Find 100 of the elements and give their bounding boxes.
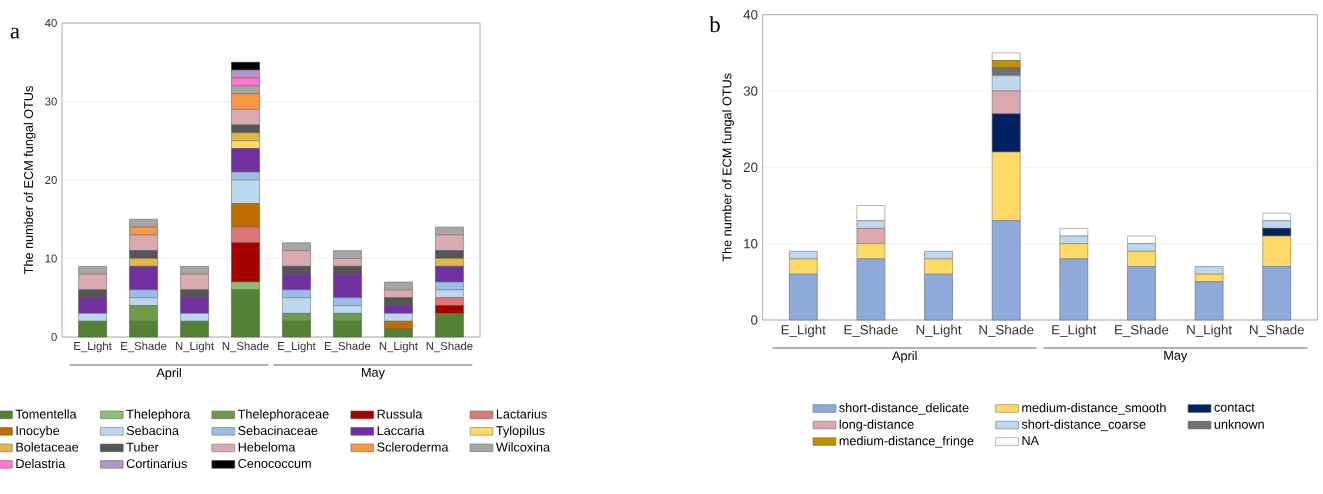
legend-label: NA bbox=[1022, 436, 1040, 445]
bar bbox=[1059, 258, 1089, 321]
y-tick-label: 10 bbox=[45, 254, 57, 263]
legend-label: Cortinarius bbox=[126, 458, 187, 469]
bar bbox=[180, 313, 209, 322]
bar bbox=[231, 242, 260, 283]
text: April bbox=[156, 367, 181, 380]
bar bbox=[924, 258, 953, 275]
bar bbox=[788, 273, 818, 321]
x-tick-label: N_Light bbox=[1187, 324, 1232, 338]
bar bbox=[1262, 212, 1292, 222]
x-tick-label: E_Light bbox=[781, 324, 826, 338]
chart-title: b bbox=[709, 16, 720, 33]
x-tick-label: N_Shade bbox=[426, 341, 473, 353]
bar bbox=[384, 320, 413, 330]
bar bbox=[1059, 243, 1089, 260]
legend-label: unknown bbox=[1214, 419, 1264, 429]
bar bbox=[435, 297, 464, 306]
legend-label: medium-distance_smooth bbox=[1022, 402, 1166, 415]
bar bbox=[991, 52, 1021, 61]
bar bbox=[129, 266, 158, 291]
y-tick-label: 20 bbox=[45, 176, 57, 185]
x-tick-label: E_Light bbox=[278, 341, 316, 353]
legend-label: Thelephora bbox=[126, 409, 191, 422]
bar bbox=[180, 297, 209, 314]
bar bbox=[924, 273, 953, 321]
x-tick-label: E_Light bbox=[74, 341, 112, 353]
bar bbox=[1127, 243, 1156, 252]
y-tick-label: 10 bbox=[744, 238, 758, 249]
y-tick-label: 40 bbox=[44, 19, 57, 28]
text: May bbox=[1164, 350, 1188, 363]
bar bbox=[1194, 266, 1224, 275]
bar bbox=[78, 266, 107, 275]
bar bbox=[856, 205, 886, 222]
legend-label: Hebeloma bbox=[238, 442, 296, 452]
legend-label: Lactarius bbox=[496, 409, 547, 419]
y-axis-title: The number of ECM fungal OTUs bbox=[722, 73, 734, 262]
legend-label: Tuber bbox=[126, 442, 159, 452]
bar bbox=[1194, 281, 1224, 321]
x-tick-label: E_Light bbox=[1052, 324, 1097, 338]
bar bbox=[384, 305, 413, 314]
bar bbox=[1059, 235, 1089, 245]
bar bbox=[384, 297, 413, 306]
bar bbox=[856, 228, 886, 245]
bar bbox=[991, 113, 1021, 153]
x-tick-label: N_Light bbox=[379, 341, 418, 353]
x-tick-label: N_Shade bbox=[222, 341, 269, 353]
bar bbox=[333, 273, 362, 299]
bar bbox=[1262, 266, 1292, 321]
y-tick-label: 30 bbox=[45, 97, 57, 106]
y-tick-label: 0 bbox=[51, 333, 57, 342]
bar bbox=[231, 148, 260, 173]
bar bbox=[78, 320, 107, 338]
legend-label: Delastria bbox=[16, 458, 66, 469]
bar bbox=[333, 250, 362, 259]
bar bbox=[435, 250, 464, 259]
x-tick-label: E_Shade bbox=[844, 324, 898, 338]
bar bbox=[282, 266, 311, 275]
bar bbox=[231, 124, 260, 134]
bar bbox=[129, 234, 158, 251]
legend-label: short-distance_delicate bbox=[839, 402, 969, 415]
bar bbox=[231, 109, 260, 126]
bar bbox=[180, 289, 209, 299]
bar bbox=[1262, 220, 1292, 229]
bar bbox=[78, 313, 107, 322]
bar bbox=[991, 67, 1021, 77]
bar bbox=[282, 242, 311, 251]
bar bbox=[1127, 250, 1156, 267]
bar bbox=[435, 313, 464, 338]
legend-label: Wilcoxina bbox=[495, 442, 551, 452]
y-tick-label: 40 bbox=[743, 9, 758, 20]
bar bbox=[384, 289, 413, 299]
bar bbox=[991, 75, 1021, 92]
bar bbox=[435, 305, 464, 314]
bar bbox=[129, 226, 158, 236]
y-tick-label: 0 bbox=[751, 315, 758, 325]
bar bbox=[384, 313, 413, 322]
legend-label: contact bbox=[1214, 403, 1255, 412]
bar bbox=[231, 203, 260, 228]
legend-label: Sebacina bbox=[126, 425, 179, 436]
bar bbox=[435, 226, 464, 236]
legend-label: Cenococcum bbox=[238, 458, 311, 468]
legend-label: medium-distance_fringe bbox=[839, 435, 974, 448]
x-tick-label: E_Shade bbox=[325, 341, 371, 353]
y-tick-label: 20 bbox=[743, 162, 758, 173]
bar bbox=[231, 69, 260, 79]
legend-label: Laccaria bbox=[377, 425, 425, 436]
legend-label: Tomentella bbox=[15, 409, 77, 419]
x-tick-label: N_Light bbox=[175, 341, 214, 353]
bar bbox=[180, 273, 209, 291]
legend-label: Scleroderma bbox=[377, 442, 449, 452]
legend-label: Russula bbox=[377, 409, 423, 419]
bar bbox=[856, 243, 886, 260]
bar bbox=[78, 273, 107, 291]
bar bbox=[991, 151, 1021, 222]
bar bbox=[180, 320, 209, 338]
legend-label: Sebacinaceae bbox=[238, 425, 318, 436]
bar bbox=[282, 250, 311, 267]
bar bbox=[435, 266, 464, 283]
bar bbox=[435, 258, 464, 267]
